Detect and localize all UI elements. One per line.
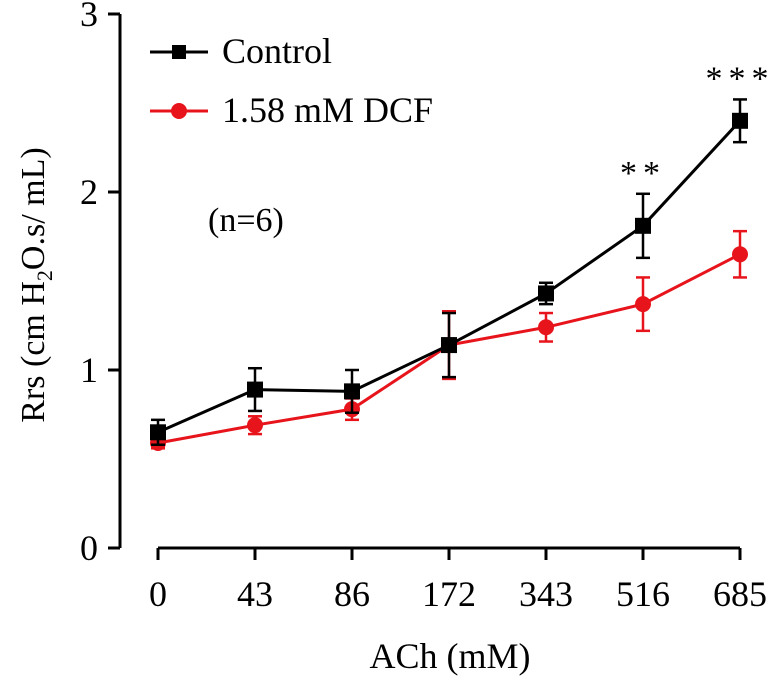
legend-label-dcf: 1.58 mM DCF (222, 90, 433, 130)
legend-item-control: Control (150, 31, 332, 71)
point-control-343 (538, 285, 554, 302)
legend-marker-circle (171, 103, 187, 119)
point-control-172 (441, 337, 457, 354)
x-ticks: 0 43 86 172 343 516 685 (149, 548, 767, 614)
x-axis-label: ACh (mM) (370, 636, 531, 676)
x-tick-label-685: 685 (713, 574, 767, 614)
y-ticks: 0 1 2 3 (80, 0, 120, 568)
y-tick-label-3: 3 (80, 0, 98, 34)
point-control-516 (635, 217, 651, 234)
x-tick-label-172: 172 (422, 574, 476, 614)
significance-685: *** (706, 60, 772, 97)
x-axis: 0 43 86 172 343 516 685 (149, 546, 767, 614)
x-tick-label-516: 516 (616, 574, 670, 614)
x-tick-label-0: 0 (149, 574, 167, 614)
point-dcf-43 (247, 417, 263, 434)
legend-label-control: Control (222, 31, 332, 71)
y-axis: 0 1 2 3 (80, 0, 122, 568)
significance-516: ** (620, 155, 666, 192)
point-control-43 (247, 381, 263, 398)
point-dcf-516 (635, 296, 651, 313)
sample-size-annotation: (n=6) (208, 202, 284, 239)
y-tick-label-2: 2 (80, 172, 98, 212)
significance-markers: ***** (620, 60, 772, 192)
x-tick-label-343: 343 (519, 574, 573, 614)
point-control-86 (344, 383, 360, 400)
x-tick-label-86: 86 (334, 574, 370, 614)
point-dcf-343 (538, 319, 554, 336)
legend-marker-square (172, 45, 186, 59)
y-tick-label-1: 1 (80, 350, 98, 390)
x-tick-label-43: 43 (237, 574, 273, 614)
y-axis-label: Rrs (cm H2O.s/ mL) (15, 147, 57, 422)
legend-item-dcf: 1.58 mM DCF (150, 90, 433, 130)
point-control-685 (732, 112, 748, 129)
point-control-0 (150, 424, 166, 441)
series-control (150, 98, 748, 447)
series (150, 98, 748, 451)
y-tick-label-0: 0 (80, 528, 98, 568)
legend: Control 1.58 mM DCF (150, 31, 433, 130)
point-dcf-685 (732, 246, 748, 263)
